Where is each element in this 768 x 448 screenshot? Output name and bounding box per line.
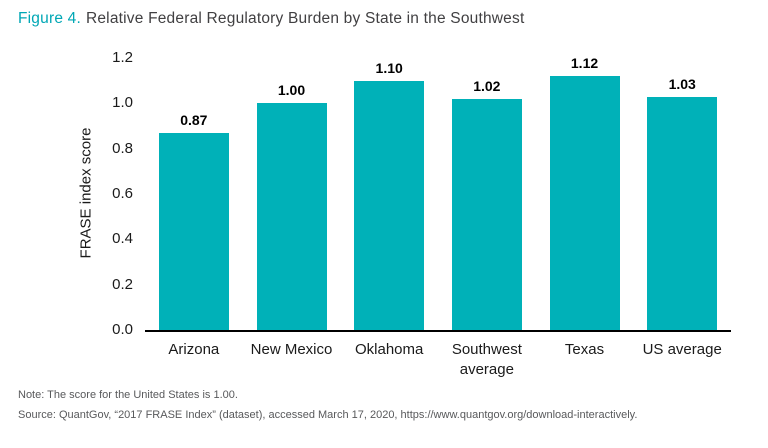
y-tick-label: 0.0 <box>112 321 133 338</box>
bar <box>256 103 327 330</box>
category-label: Texas <box>564 341 605 358</box>
y-tick-label: 0.6 <box>112 185 133 202</box>
category-label: New Mexico <box>250 341 333 358</box>
category-labels: Arizona New Mexico Oklahoma Southwest avera… <box>145 336 731 379</box>
bar <box>451 98 522 330</box>
note-text: Note: The score for the United States is… <box>18 389 238 401</box>
bar-value-label: 1.00 <box>277 82 306 99</box>
bar-slot: 0.87 <box>145 112 243 330</box>
plot-area: 0.87 1.00 1.10 1.02 1.12 1.03 <box>145 55 731 332</box>
bar-value-label: 1.10 <box>375 59 403 76</box>
source-text: Source: QuantGov, “2017 FRASE Index” (da… <box>18 409 638 421</box>
bar-slot: 1.03 <box>633 76 731 330</box>
chart-title-text: Relative Federal Regulatory Burden by St… <box>85 10 525 27</box>
bar-slot: 1.02 <box>438 78 536 330</box>
y-tick-label: 1.0 <box>112 94 133 112</box>
category-label: Arizona <box>168 341 220 358</box>
bar-value-label: 1.02 <box>473 77 501 94</box>
y-axis-ticks: 0.0 0.2 0.4 0.6 0.8 1.0 1.2 <box>93 49 133 338</box>
bar <box>647 96 718 330</box>
category-label: Oklahoma <box>354 341 424 358</box>
bar <box>158 132 229 330</box>
y-tick-label: 0.8 <box>112 139 133 157</box>
bar-slot: 1.10 <box>340 60 438 330</box>
y-tick-label: 0.4 <box>112 230 133 248</box>
chart-title: Figure 4. Relative Federal Regulatory Bur… <box>18 10 524 28</box>
y-tick-label: 0.2 <box>112 275 133 293</box>
bar-value-label: 1.12 <box>570 55 599 72</box>
category-label: US average <box>642 341 722 358</box>
y-axis-label: FRASE index score <box>77 127 95 259</box>
bar <box>354 80 425 330</box>
category-label: Southwest average <box>451 341 522 378</box>
bar <box>549 76 620 330</box>
figure-number: Figure 4. <box>18 10 81 27</box>
bar-slot: 1.12 <box>536 55 634 330</box>
bar-value-label: 1.03 <box>668 75 696 92</box>
y-tick-label: 1.2 <box>112 49 133 66</box>
bar-value-label: 0.87 <box>180 111 208 128</box>
bar-slot: 1.00 <box>243 82 341 330</box>
